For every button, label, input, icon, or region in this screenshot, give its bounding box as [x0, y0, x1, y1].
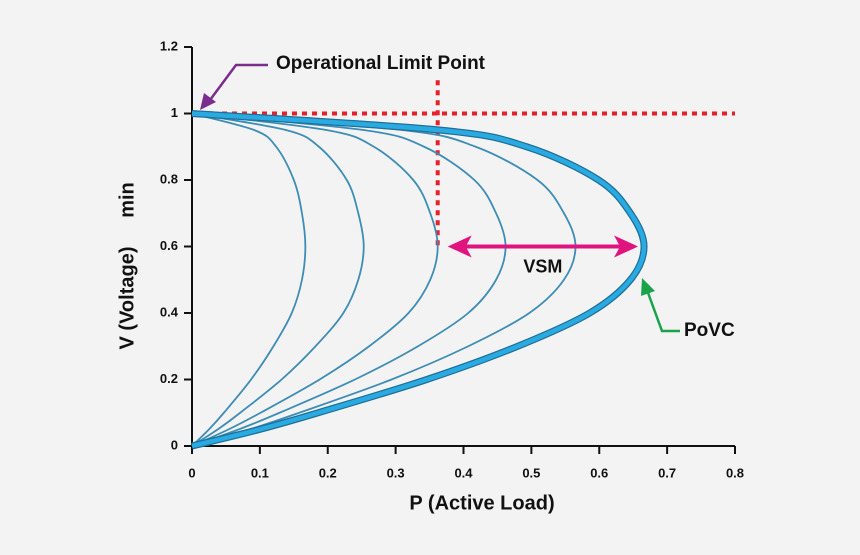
vsm-arrowhead	[614, 235, 639, 258]
y-tick-label: 0.8	[160, 171, 178, 186]
x-tick-label: 0.3	[387, 465, 405, 480]
y-tick-label: 1.2	[160, 38, 178, 53]
y-tick-label: 1	[171, 105, 178, 120]
y-axis-label: V (Voltage)	[116, 247, 138, 350]
y-tick-label: 0.6	[160, 238, 178, 253]
vsm-label: VSM	[523, 256, 562, 276]
x-tick-label: 0	[188, 465, 195, 480]
x-tick-label: 0.4	[454, 465, 473, 480]
pv-curve	[191, 111, 647, 449]
x-tick-label: 0.1	[251, 465, 269, 480]
annotation-arrow	[208, 63, 268, 101]
y-tick-label: 0	[171, 437, 178, 452]
annotation-arrowhead	[641, 278, 655, 296]
x-tick-label: 0.2	[319, 465, 337, 480]
pv-curve	[191, 112, 365, 447]
annotation-arrow	[645, 289, 680, 333]
x-tick-label: 0.8	[726, 465, 744, 480]
annotation-arrowhead	[200, 93, 216, 110]
x-tick-label: 0.5	[522, 465, 540, 480]
pv-curve	[191, 112, 307, 447]
annotation: Operational Limit Point	[276, 53, 486, 74]
pv-curve	[191, 112, 507, 447]
y-tick-label: 0.2	[160, 371, 178, 386]
x-tick-label: 0.7	[658, 465, 676, 480]
x-tick-label: 0.6	[590, 465, 608, 480]
annotation: PoVC	[684, 320, 735, 341]
y-axis-label-sub: min	[116, 182, 138, 218]
x-axis-label: P (Active Load)	[409, 492, 554, 514]
y-tick-label: 0.4	[160, 304, 179, 319]
pv-curve	[191, 112, 439, 447]
pv-curve	[191, 112, 577, 447]
vsm-arrowhead	[447, 235, 472, 258]
